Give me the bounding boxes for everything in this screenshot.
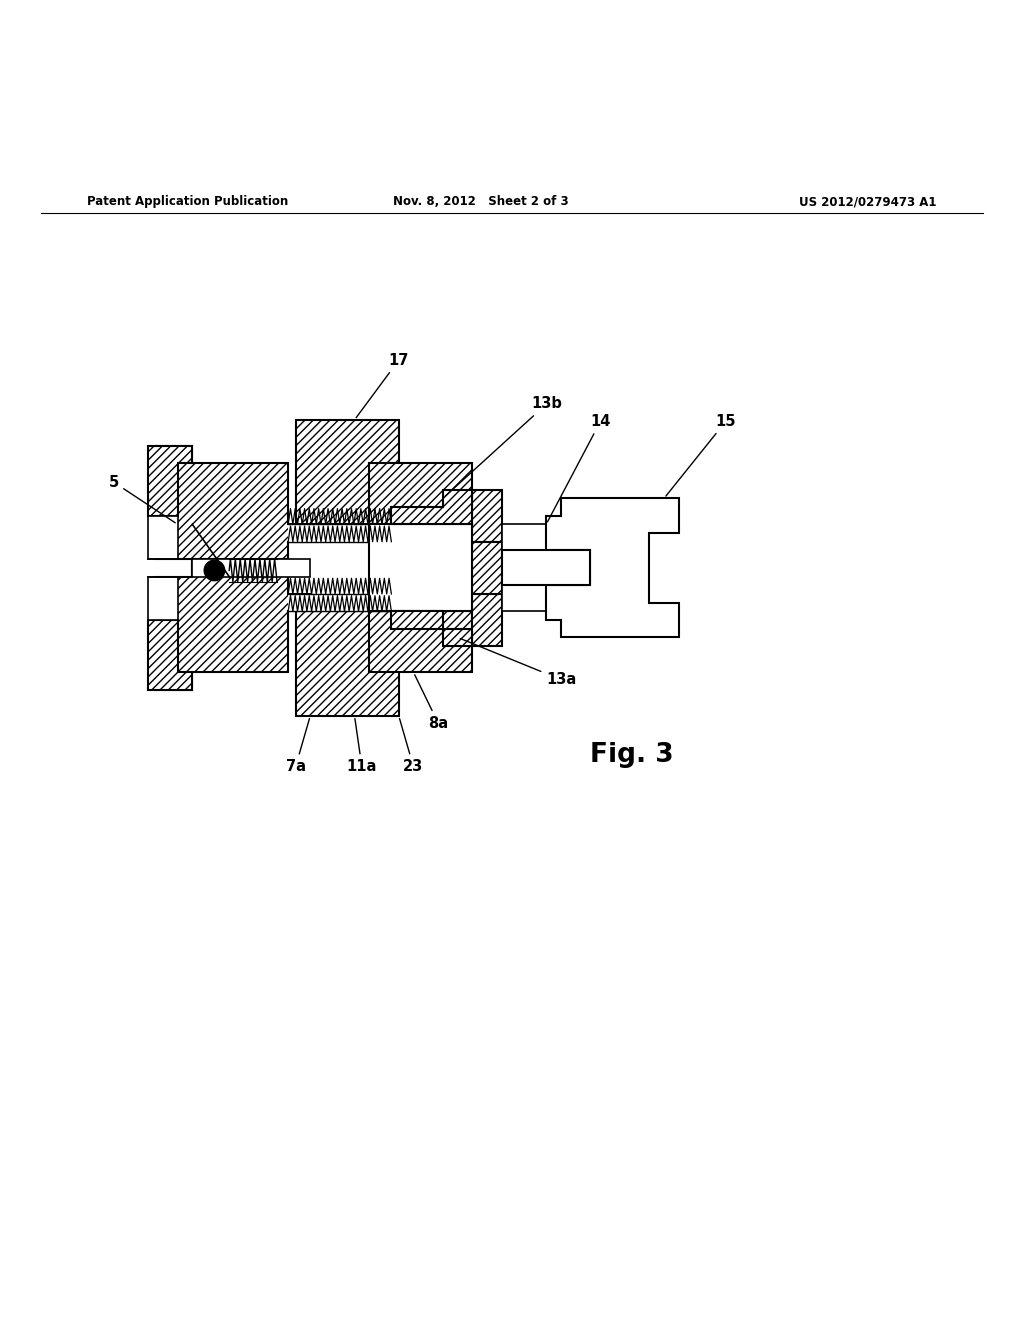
Text: 7a: 7a [286, 718, 309, 775]
Bar [502, 524, 561, 550]
Circle shape [204, 560, 224, 581]
Text: 14: 14 [548, 413, 610, 521]
Text: 17: 17 [356, 352, 409, 417]
Text: Fig. 3: Fig. 3 [591, 742, 674, 768]
Text: Patent Application Publication: Patent Application Publication [87, 195, 289, 209]
Bar [472, 490, 502, 541]
Bar [472, 594, 502, 647]
Polygon shape [391, 611, 472, 647]
Bar [370, 611, 472, 672]
Bar [296, 420, 398, 524]
Polygon shape [156, 560, 310, 689]
Polygon shape [156, 446, 310, 577]
Text: 8a: 8a [415, 675, 449, 731]
Bar [370, 524, 472, 611]
Bar [370, 463, 472, 524]
Bar [288, 524, 398, 541]
Text: 5: 5 [109, 474, 175, 523]
Text: 13b: 13b [445, 396, 562, 496]
Text: 15: 15 [666, 413, 736, 496]
Bar [148, 577, 177, 620]
Text: 13a: 13a [461, 639, 577, 688]
Polygon shape [148, 620, 193, 689]
Polygon shape [391, 490, 472, 524]
Bar [502, 585, 561, 611]
Bar [472, 541, 502, 594]
Text: US 2012/0279473 A1: US 2012/0279473 A1 [800, 195, 937, 209]
Bar [296, 611, 398, 715]
Bar [148, 516, 177, 560]
Bar [193, 560, 310, 577]
Bar [288, 594, 398, 611]
Polygon shape [546, 498, 679, 638]
Bar [502, 550, 591, 585]
Text: Nov. 8, 2012   Sheet 2 of 3: Nov. 8, 2012 Sheet 2 of 3 [393, 195, 569, 209]
Text: 11a: 11a [347, 718, 377, 775]
Text: 23: 23 [399, 718, 424, 775]
Polygon shape [148, 446, 193, 516]
